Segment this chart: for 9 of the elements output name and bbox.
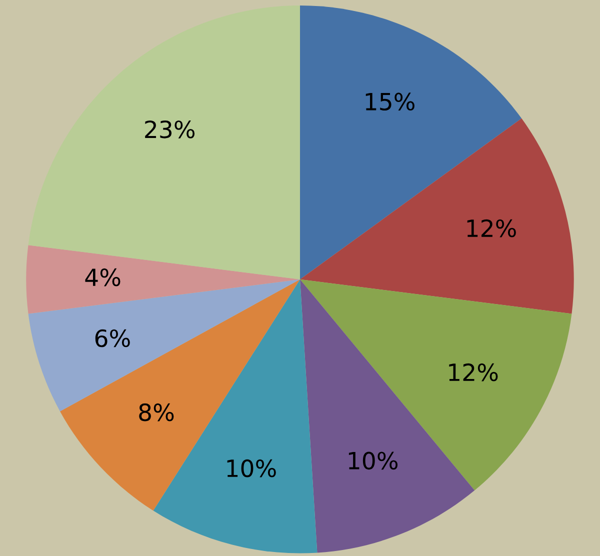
data-label: 15%	[366, 92, 414, 111]
data-label: 10%	[227, 459, 276, 478]
data-label: 4%	[85, 268, 120, 286]
data-label: 10%	[348, 452, 398, 470]
data-label: 8%	[139, 403, 174, 422]
data-label: 12%	[449, 363, 498, 382]
data-label: 12%	[467, 219, 516, 238]
data-label: 6%	[95, 329, 130, 348]
data-label: 23%	[145, 120, 195, 138]
